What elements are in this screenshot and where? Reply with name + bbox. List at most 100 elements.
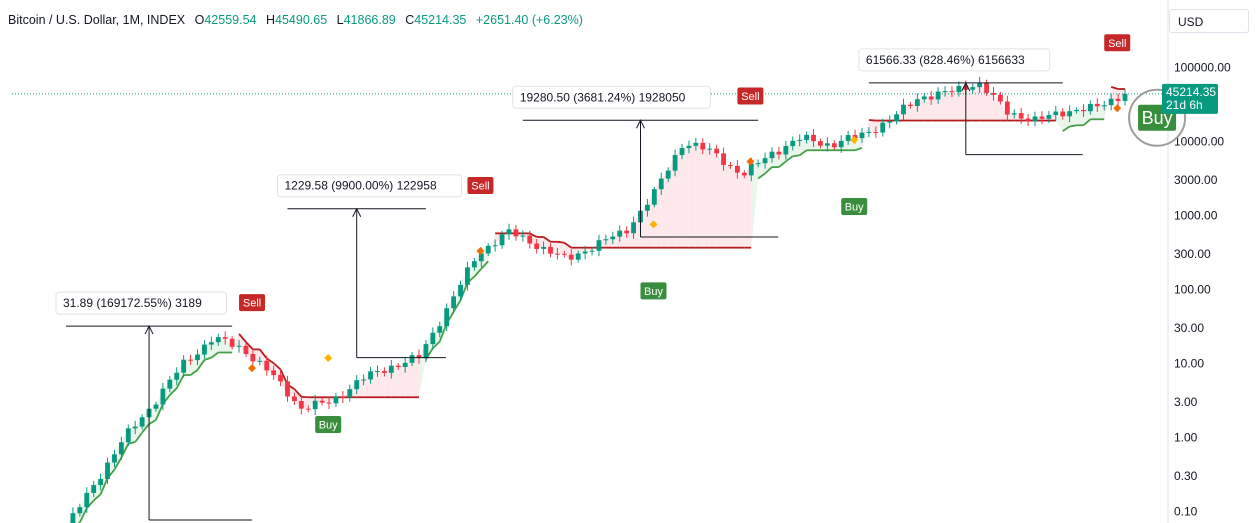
trailing-stop-segment [169, 387, 178, 396]
candle [555, 247, 560, 260]
candle [1032, 111, 1038, 127]
candle-body [901, 104, 906, 115]
trend-fill [861, 119, 869, 148]
candle-body [478, 253, 484, 262]
candle [1115, 93, 1121, 106]
candle-body [686, 145, 692, 149]
trend-fill [695, 142, 703, 248]
candle-body [118, 442, 124, 455]
trailing-stop-segment [99, 477, 109, 495]
trailing-stop-segment [120, 443, 130, 459]
candle [956, 81, 962, 97]
trailing-stop-segment [93, 493, 102, 502]
candle [381, 367, 387, 377]
candle [257, 356, 263, 366]
candle-body [970, 87, 976, 90]
trend-fill [1111, 86, 1119, 101]
candle [769, 147, 775, 163]
y-tick-label: 1000.00 [1174, 208, 1218, 222]
trend-fill [709, 148, 717, 248]
candle-body [1087, 103, 1093, 112]
candle-body [921, 96, 927, 100]
candle-body [693, 142, 699, 146]
candle [444, 303, 450, 332]
candle-body [312, 400, 318, 410]
close-value: 45214.35 [414, 13, 467, 27]
trailing-stop-segment [799, 149, 808, 157]
candle [1004, 95, 1010, 121]
candle [568, 248, 574, 266]
candle-body [499, 234, 505, 246]
candle [1074, 107, 1079, 114]
close-label: C [405, 13, 415, 27]
candle-body [824, 143, 830, 146]
trend-fill [744, 163, 752, 248]
candle-body [776, 151, 782, 155]
trailing-stop-segment [459, 282, 469, 301]
measure-arrowhead [636, 119, 645, 129]
candle-body [887, 121, 893, 123]
trend-fill [377, 370, 385, 398]
candle [118, 436, 124, 460]
trend-fill [951, 85, 959, 121]
candle-body [672, 155, 678, 171]
candle [112, 449, 117, 468]
candle [264, 355, 270, 376]
trend-fill [225, 338, 233, 353]
candle [631, 216, 636, 239]
candle-body [319, 400, 325, 403]
trend-fill [945, 91, 952, 121]
candle-body [527, 235, 533, 244]
candle-body [894, 114, 899, 122]
trailing-stop-segment [204, 356, 212, 361]
candle [672, 149, 678, 177]
candle [1122, 89, 1128, 106]
trend-fill [412, 355, 419, 398]
trend-fill [723, 165, 731, 248]
candle-body [838, 140, 844, 148]
candle-body [347, 389, 353, 398]
candle [1081, 104, 1086, 118]
candle-body [548, 246, 553, 254]
candle [506, 223, 512, 240]
trailing-stop-segment [757, 172, 766, 180]
candle-body [257, 360, 263, 362]
signal-badge [640, 282, 667, 300]
candle-body [132, 426, 138, 429]
candle-body [1122, 93, 1128, 101]
candle-body [873, 131, 879, 133]
candle-body [285, 381, 290, 397]
trailing-stop-segment [128, 441, 136, 445]
high-value: 45490.65 [275, 13, 328, 27]
candle-body [1011, 113, 1017, 115]
candle [465, 261, 470, 291]
trailing-stop-segment [854, 147, 863, 152]
signal-label: Buy [319, 420, 338, 432]
candle-body [208, 342, 214, 345]
candle [1053, 105, 1059, 121]
candle [451, 291, 457, 314]
candle-body [624, 230, 630, 234]
candle-body [665, 170, 671, 179]
candle [901, 98, 906, 121]
candle [181, 355, 187, 378]
currency-button[interactable]: USD [1169, 9, 1249, 33]
candle-body [77, 507, 83, 514]
candle-body [181, 359, 187, 373]
candle [98, 473, 104, 491]
candle [1025, 113, 1031, 126]
candle-body [734, 165, 740, 173]
candle [423, 340, 429, 363]
candle-body [977, 82, 983, 88]
trend-fill [557, 241, 565, 255]
trailing-stop-segment [113, 457, 123, 471]
candle-body [471, 261, 477, 268]
candle-body [264, 360, 270, 371]
trend-fill [1000, 101, 1008, 121]
candle [776, 146, 782, 160]
trend-fill [702, 148, 710, 248]
trend-fill [972, 82, 980, 121]
candle-body [762, 158, 768, 164]
